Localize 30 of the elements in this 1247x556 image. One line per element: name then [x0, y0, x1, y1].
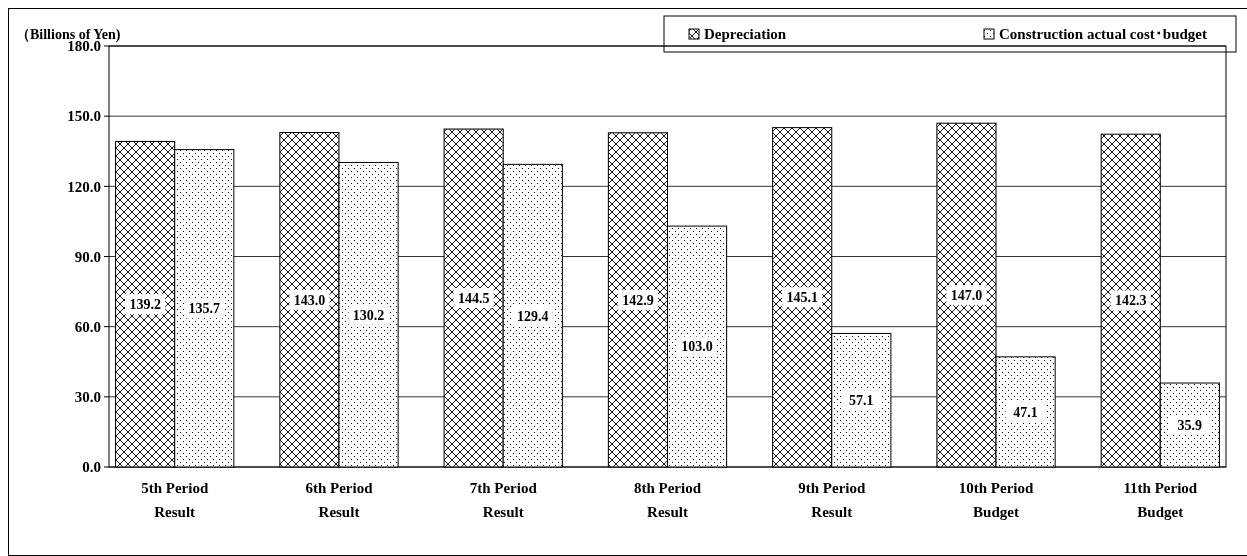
y-tick-label: 120.0 [67, 178, 101, 195]
data-label: 103.0 [681, 339, 713, 355]
data-label: 145.1 [786, 290, 818, 306]
data-label: 143.0 [293, 292, 326, 308]
data-label: 35.9 [1177, 417, 1203, 433]
x-tick-label: 8th Period Result [633, 480, 702, 520]
x-tick-label: 7th Period Result [469, 480, 538, 520]
data-label: 47.1 [1013, 404, 1038, 420]
data-label: 142.3 [1114, 293, 1147, 309]
y-tick-label: 150.0 [67, 108, 101, 125]
data-label: 57.1 [849, 393, 874, 409]
x-tick-label: 5th Period Result [141, 480, 209, 520]
x-tick-label: 9th Period Result [798, 480, 866, 520]
data-label: 144.5 [457, 290, 490, 306]
y-tick-label: 90.0 [74, 248, 101, 265]
y-tick-label: 60.0 [74, 318, 101, 335]
x-tick-label: 11th Period Budget [1123, 480, 1198, 520]
y-tick-label: 180.0 [67, 38, 101, 55]
data-label: 135.7 [188, 301, 221, 317]
data-label: 130.2 [352, 307, 385, 323]
data-label: 142.9 [622, 292, 654, 308]
x-tick-label: 10th Period Budget [958, 480, 1034, 520]
x-tick-label: 6th Period Result [305, 480, 374, 520]
data-label: 147.0 [950, 287, 983, 303]
y-tick-label: 0.0 [82, 459, 101, 476]
legend-label: Construction actual cost･budget [999, 26, 1208, 43]
y-tick-label: 30.0 [74, 389, 101, 406]
legend-label: Depreciation [704, 26, 787, 43]
data-label: 139.2 [129, 297, 161, 313]
data-label: 129.4 [517, 308, 549, 324]
